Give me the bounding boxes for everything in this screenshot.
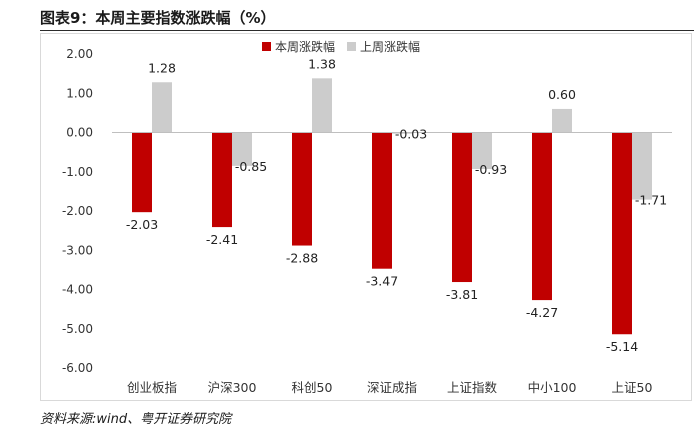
y-tick-label: 2.00 <box>66 47 93 61</box>
data-label-this-week: -5.14 <box>606 339 638 354</box>
y-axis-tick-labels: 2.00 1.00 0.00 -1.00 -2.00 -3.00 -4.00 -5.00 -6.… <box>62 47 93 375</box>
x-tick-label: 创业板指 <box>127 380 177 395</box>
x-tick-label: 上证指数 <box>447 380 498 395</box>
data-label-this-week: -3.47 <box>366 274 398 289</box>
x-tick-label: 中小100 <box>528 380 577 395</box>
data-label-last-week: -0.85 <box>235 159 267 174</box>
chart-title: 图表9：本周主要指数涨跌幅（%） <box>40 9 276 27</box>
y-tick-label: -3.00 <box>62 243 93 257</box>
x-axis-tick-labels: 创业板指 沪深300 科创50 深证成指 上证指数 中小100 上证50 <box>127 380 653 395</box>
y-tick-label: 1.00 <box>66 86 93 100</box>
y-tick-label: -4.00 <box>62 283 93 297</box>
data-label-this-week: -2.41 <box>206 232 238 247</box>
data-label-this-week: -4.27 <box>526 305 558 320</box>
legend-item-this-week: 本周涨跌幅 <box>262 38 335 55</box>
data-label-this-week: -2.88 <box>286 251 318 266</box>
data-label-this-week: -3.81 <box>446 287 478 302</box>
legend-label-this-week: 本周涨跌幅 <box>275 39 336 54</box>
data-label-last-week: 1.28 <box>148 60 176 75</box>
source-note: 资料来源:wind、粤开证券研究院 <box>40 412 232 427</box>
legend-item-last-week: 上周涨跌幅 <box>347 38 420 55</box>
x-tick-label: 沪深300 <box>208 380 257 395</box>
legend-label-last-week: 上周涨跌幅 <box>360 39 421 54</box>
chart-legend: 本周涨跌幅 上周涨跌幅 <box>262 38 432 54</box>
y-tick-label: -5.00 <box>62 322 93 336</box>
bar-last-week <box>312 78 332 133</box>
x-tick-label: 深证成指 <box>367 380 417 395</box>
bar-this-week <box>532 132 552 301</box>
data-label-last-week: -0.93 <box>475 162 507 177</box>
data-label-last-week: 0.60 <box>548 87 576 102</box>
legend-swatch-this-week <box>262 41 271 51</box>
title-divider <box>40 30 694 31</box>
bar-last-week <box>632 132 652 200</box>
bar-last-week <box>392 132 412 134</box>
x-tick-label: 上证50 <box>612 380 653 395</box>
bar-last-week <box>152 82 172 133</box>
bar-last-week <box>552 108 572 133</box>
bar-this-week <box>292 132 312 246</box>
bar-this-week <box>372 132 392 269</box>
data-label-last-week: 1.38 <box>308 56 336 71</box>
bar-this-week <box>452 132 472 283</box>
chart-frame <box>40 33 692 401</box>
y-tick-label: 0.00 <box>66 126 93 140</box>
data-label-last-week: -0.03 <box>395 127 427 142</box>
y-tick-label: -6.00 <box>62 361 93 375</box>
bar-this-week <box>612 132 632 335</box>
bar-last-week <box>232 132 252 166</box>
bar-last-week <box>472 132 492 170</box>
y-tick-label: -2.00 <box>62 204 93 218</box>
data-labels: -2.03 1.28 -2.41 -0.85 -2.88 1.38 -3.47 -0.03 -3… <box>126 56 667 354</box>
data-label-last-week: -1.71 <box>635 193 667 208</box>
y-tick-label: -1.00 <box>62 165 93 179</box>
data-label-this-week: -2.03 <box>126 217 158 232</box>
bar-this-week <box>132 132 152 213</box>
bar-this-week <box>212 132 232 228</box>
bars <box>132 78 652 335</box>
legend-swatch-last-week <box>347 41 357 51</box>
x-tick-label: 科创50 <box>292 380 333 395</box>
